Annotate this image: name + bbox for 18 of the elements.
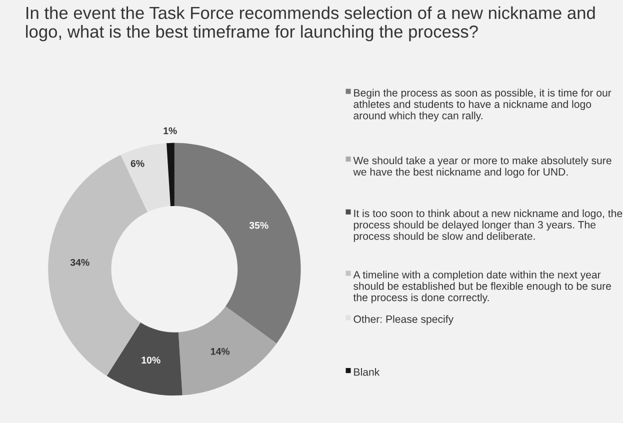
- donut-slice: [166, 142, 174, 206]
- data-label: 10%: [142, 356, 160, 364]
- legend-label: We should take a year or more to make absolutely sure we have the best nickname and logo for UND.: [353, 156, 612, 178]
- chart-title: In the event the Task Force recommends selection of a new nickname and logo, what is the best timeframe for launching the process?: [26, 6, 595, 42]
- data-label: 35%: [249, 222, 268, 229]
- legend-label: It is too soon to think about a new nickname and logo, the process should be delayed longer than 3 years. The process should be slow and deliberate.: [354, 209, 622, 242]
- donut-slice: [174, 142, 301, 344]
- data-label: 14%: [210, 348, 230, 355]
- data-label: 6%: [130, 160, 144, 167]
- legend-label: Other: Please specify: [354, 315, 454, 325]
- data-label: 1%: [164, 127, 177, 134]
- data-label: 34%: [70, 258, 90, 266]
- legend-label: Begin the process as soon as possible, it is time for our athletes and students to have a nickname and logo around which they can rally.: [354, 88, 612, 122]
- legend-label: Blank: [354, 368, 380, 376]
- donut-slice: [106, 322, 182, 396]
- donut-slice: [178, 306, 277, 396]
- donut-slice: [120, 143, 170, 212]
- legend-label: A timeline with a completion date within the next year should be established but be flexible enough to be sure the process is done correctly.: [353, 270, 611, 304]
